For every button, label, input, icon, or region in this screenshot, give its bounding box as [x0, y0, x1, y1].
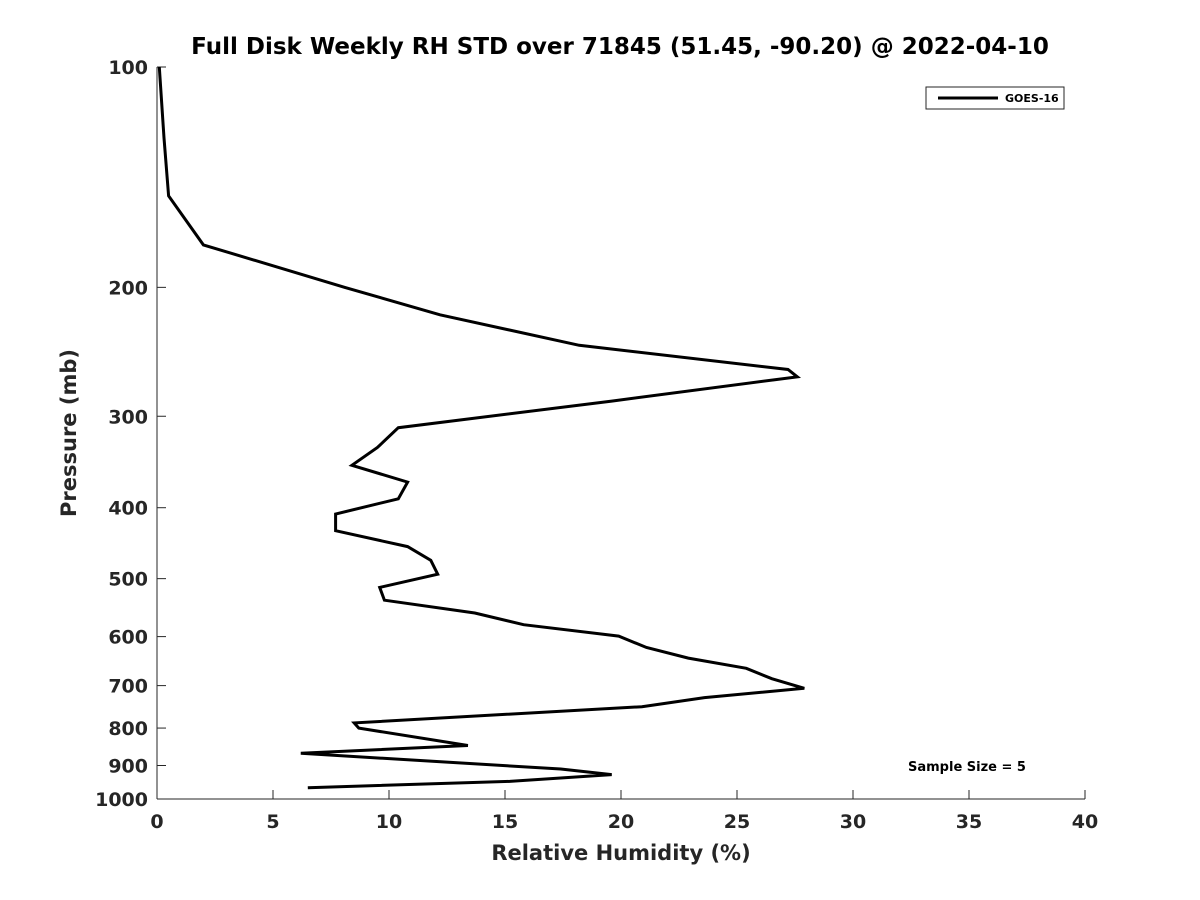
y-tick-label: 700: [108, 676, 148, 698]
x-tick-label: 15: [492, 811, 518, 833]
series-group: [157, 66, 805, 790]
y-axis-label: Pressure (mb): [57, 349, 81, 517]
y-tick-label: 100: [108, 57, 148, 79]
plot-area: [157, 67, 1085, 799]
x-tick-label: 5: [266, 811, 279, 833]
x-tick-label: 40: [1072, 811, 1098, 833]
x-tick-label: 35: [956, 811, 982, 833]
y-tick-label: 800: [108, 718, 148, 740]
y-tick-label: 1000: [95, 789, 148, 811]
y-tick-label: 900: [108, 756, 148, 778]
sample-size-annotation: Sample Size = 5: [908, 760, 1026, 775]
x-tick-label: 30: [840, 811, 866, 833]
x-axis-ticks: 0 5 10 15 20 25 30 35 40: [150, 790, 1098, 833]
y-tick-label: 400: [108, 498, 148, 520]
legend: GOES-16: [925, 86, 1065, 110]
chart-title: Full Disk Weekly RH STD over 71845 (51.4…: [191, 34, 1049, 60]
x-tick-label: 10: [376, 811, 402, 833]
series-line-goes-16: [157, 66, 805, 790]
x-axis-label: Relative Humidity (%): [491, 841, 750, 865]
y-tick-label: 200: [108, 277, 148, 299]
x-tick-label: 20: [608, 811, 634, 833]
x-tick-label: 0: [150, 811, 163, 833]
y-axis-ticks: 100 200 300 400 500 600 700 800 900 1000: [95, 57, 166, 811]
legend-entry-goes-16: GOES-16: [1005, 92, 1059, 105]
y-tick-label: 600: [108, 627, 148, 649]
y-tick-label: 300: [108, 406, 148, 428]
x-tick-label: 25: [724, 811, 750, 833]
y-tick-label: 500: [108, 569, 148, 591]
